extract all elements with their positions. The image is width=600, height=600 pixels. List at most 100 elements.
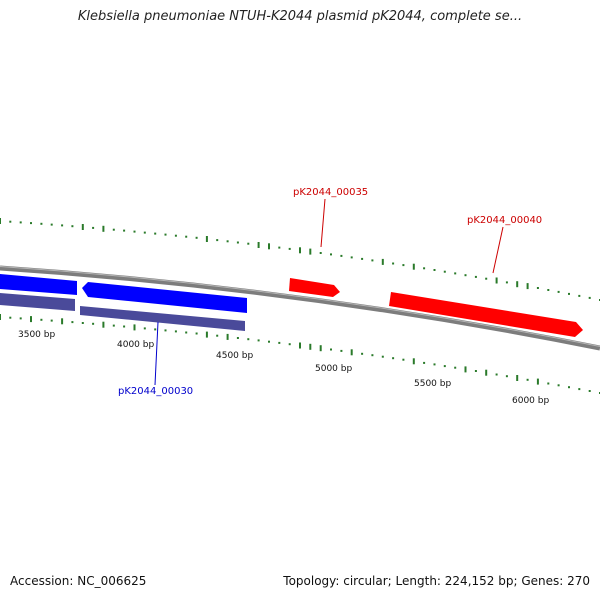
outer-gc-tick [195,236,198,239]
outer-gc-tick [319,252,322,254]
outer-gc-tick [257,242,260,248]
inner-gc-tick [61,318,64,325]
outer-gc-tick [288,247,291,250]
outer-gc-tick [443,270,446,273]
gene-pK2044-00030[interactable] [82,282,247,313]
outer-gc-tick [588,296,591,299]
outer-gc-tick [495,277,498,284]
outer-gc-tick [505,281,508,284]
outer-gc-tick [30,222,32,225]
inner-gc-tick [402,358,405,361]
inner-gc-tick [112,324,115,327]
inner-gc-tick [268,340,270,343]
gene-reverse-left[interactable] [0,274,77,295]
tick-label-5500: 5500 bp [414,379,451,389]
inner-gc-tick [154,328,157,331]
outer-gc-tick [340,254,343,257]
outer-gc-tick [216,239,219,242]
outer-gc-tick [71,225,74,228]
summary-text: Topology: circular; Length: 224,152 bp; … [283,574,590,588]
inner-gc-tick [361,352,364,355]
gene-label-00030[interactable]: pK2044_00030 [118,386,193,397]
inner-gc-tick [288,343,291,346]
outer-gc-tick [392,262,395,265]
tick-label-5000: 5000 bp [315,364,352,374]
inner-gc-tick [505,375,508,378]
gene-label-00040[interactable]: pK2044_00040 [467,215,542,226]
inner-gc-tick [50,319,53,322]
outer-gc-tick [143,231,146,234]
label-line-00035 [320,198,326,248]
inner-gc-tick [257,339,260,342]
outer-gc-tick [299,247,301,254]
outer-gc-tick [9,220,12,223]
outer-gc-tick [568,292,570,295]
outer-gc-tick [464,274,467,277]
outer-gc-tick [19,221,22,224]
inner-gc-tick [185,331,188,334]
gene-pK2044-00030-shadow [80,306,245,331]
inner-gc-tick [464,366,467,373]
tick-label-6000: 6000 bp [512,396,549,406]
outer-gc-tick [371,259,374,262]
gene-reverse-left-shadow [0,293,75,311]
inner-gc-tick [588,390,591,392]
inner-gc-tick [309,343,312,350]
gene-label-00035[interactable]: pK2044_00035 [293,187,368,198]
inner-gc-tick [319,345,322,352]
outer-gc-tick [61,224,64,227]
outer-gc-tick [423,267,426,270]
outer-gc-tick [81,224,84,230]
inner-gc-tick [423,361,426,364]
inner-gc-tick [30,316,32,323]
outer-gc-tick [102,225,105,232]
inner-gc-tick [19,317,22,320]
outer-gc-tick [133,230,136,233]
inner-gc-tick [547,382,550,385]
inner-gc-tick [371,354,374,357]
outer-gc-tick [547,289,550,291]
outer-gc-tick [454,272,457,275]
inner-gc-tick [81,322,84,324]
inner-gc-tick [557,384,560,387]
inner-gc-tick [92,322,95,325]
label-line-00040 [492,226,504,274]
inner-gc-tick [123,325,126,328]
outer-gc-tick [474,275,477,278]
label-line-00030 [154,321,159,386]
inner-gc-tick [164,329,167,332]
outer-gc-tick [516,281,519,288]
inner-gc-track [0,314,600,394]
inner-gc-tick [278,341,281,344]
inner-gc-tick [412,358,415,365]
inner-gc-tick [526,378,529,381]
outer-gc-tick [247,242,250,245]
outer-gc-tick [174,234,177,237]
inner-gc-tick [226,333,229,340]
inner-gc-tick [454,366,457,369]
inner-gc-tick [536,378,539,385]
outer-gc-tick [361,257,364,260]
inner-gc-tick [205,331,208,338]
accession-text: Accession: NC_006625 [10,574,147,588]
gene-pK2044-00035[interactable] [289,278,340,297]
outer-gc-tick [485,277,488,280]
map-title: Klebsiella pneumoniae NTUH-K2044 plasmid… [77,9,523,24]
outer-gc-tick [123,229,126,232]
inner-gc-tick [568,386,570,389]
inner-gc-tick [474,370,477,372]
outer-gc-tick [526,283,529,290]
outer-gc-tick [330,253,332,256]
inner-gc-tick [216,334,219,337]
inner-gc-tick [299,342,301,349]
outer-gc-tick [402,264,405,267]
inner-gc-tick [133,324,136,331]
gene-pK2044-00040[interactable] [389,292,583,337]
outer-gc-tick [268,243,270,250]
inner-gc-tick [485,369,488,376]
tick-label-4500: 4500 bp [216,351,253,361]
inner-gc-tick [381,355,384,358]
outer-gc-track [0,218,600,301]
inner-gc-tick [195,332,198,335]
